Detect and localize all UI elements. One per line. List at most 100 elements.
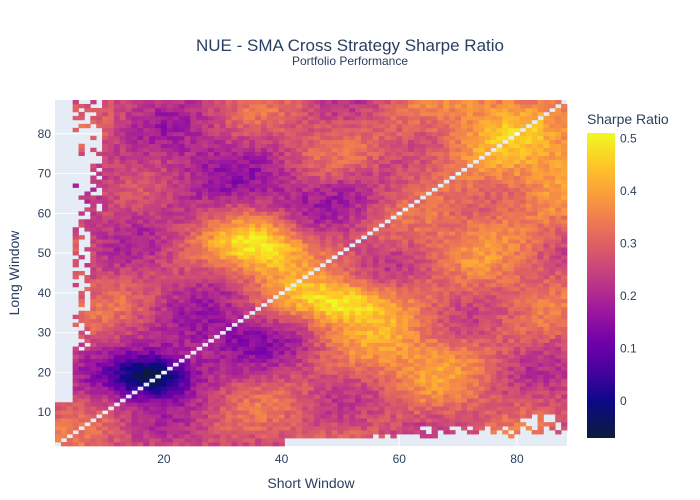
heatmap-cell — [137, 314, 144, 320]
heatmap-cell — [413, 163, 421, 168]
heatmap-cell — [266, 183, 274, 188]
heatmap-cell — [72, 183, 79, 188]
heatmap-cell — [278, 100, 285, 105]
heatmap-cell — [402, 342, 409, 347]
heatmap-cell — [213, 370, 221, 375]
heatmap-cell — [102, 203, 109, 208]
heatmap-cell — [325, 163, 332, 168]
heatmap-cell — [308, 251, 315, 256]
heatmap-cell — [272, 203, 279, 208]
heatmap-cell — [231, 103, 238, 109]
heatmap-cell — [396, 294, 403, 300]
heatmap-cell — [419, 143, 427, 149]
heatmap-cell — [231, 135, 238, 141]
heatmap-cell — [96, 418, 103, 423]
heatmap-cell — [72, 394, 79, 399]
heatmap-cell — [284, 227, 291, 232]
heatmap-cell — [196, 123, 203, 129]
heatmap-cell — [137, 362, 144, 367]
heatmap-cell — [266, 318, 274, 324]
heatmap-cell — [125, 171, 132, 176]
heatmap-cell — [408, 251, 415, 256]
heatmap-cell — [190, 418, 197, 423]
heatmap-cell — [113, 163, 121, 168]
heatmap-cell — [278, 394, 285, 399]
heatmap-cell — [131, 290, 138, 296]
heatmap-cell — [137, 338, 144, 343]
heatmap-cell — [361, 151, 368, 157]
heatmap-cell — [413, 127, 421, 133]
heatmap-cell — [343, 378, 350, 383]
heatmap-cell — [184, 223, 191, 228]
heatmap-cell — [143, 131, 150, 137]
heatmap-cell — [184, 434, 191, 439]
heatmap-cell — [255, 442, 262, 447]
heatmap-cell — [55, 438, 62, 443]
heatmap-cell — [84, 358, 91, 363]
heatmap-cell — [137, 434, 144, 439]
heatmap-cell — [361, 314, 368, 320]
heatmap-cell — [113, 366, 121, 371]
heatmap-cell — [260, 159, 268, 164]
heatmap-cell — [131, 334, 138, 339]
heatmap-cell — [202, 322, 209, 328]
heatmap-cell — [249, 255, 256, 260]
heatmap-cell — [131, 442, 138, 447]
heatmap-cell — [384, 247, 391, 252]
heatmap-cell — [213, 223, 221, 228]
heatmap-cell — [178, 107, 185, 113]
heatmap-cell — [243, 271, 250, 276]
heatmap-cell — [190, 302, 197, 308]
heatmap-cell — [296, 263, 303, 268]
heatmap-cell — [343, 187, 350, 192]
heatmap-cell — [84, 123, 91, 129]
heatmap-cell — [419, 247, 427, 252]
heatmap-cell — [190, 314, 197, 320]
heatmap-cell — [202, 127, 209, 133]
heatmap-cell — [361, 155, 368, 161]
heatmap-cell — [96, 410, 103, 415]
heatmap-cell — [178, 147, 185, 153]
heatmap-cell — [219, 438, 227, 443]
heatmap-cell — [184, 422, 191, 427]
heatmap-cell — [137, 191, 144, 196]
heatmap-cell — [160, 107, 168, 113]
heatmap-cell — [131, 394, 138, 399]
heatmap-cell — [396, 322, 403, 328]
heatmap-cell — [131, 100, 138, 105]
heatmap-cell — [166, 231, 174, 236]
heatmap-cell — [325, 231, 332, 236]
heatmap-cell — [172, 338, 179, 343]
heatmap-cell — [219, 239, 227, 244]
heatmap-cell — [143, 350, 150, 355]
heatmap-cell — [308, 179, 315, 184]
heatmap-cell — [349, 179, 356, 184]
heatmap-cell — [290, 322, 297, 328]
heatmap-cell — [202, 430, 209, 435]
heatmap-cell — [231, 191, 238, 196]
heatmap-cell — [331, 271, 338, 276]
heatmap-cell — [208, 274, 215, 280]
heatmap-cell — [349, 203, 356, 208]
heatmap-cell — [255, 278, 262, 284]
heatmap-cell — [308, 370, 315, 375]
heatmap-cell — [272, 243, 279, 248]
heatmap-cell — [408, 274, 415, 280]
heatmap-cell — [384, 406, 391, 411]
heatmap-cell — [302, 139, 309, 145]
heatmap-cell — [149, 314, 156, 320]
heatmap-cell — [319, 151, 327, 157]
heatmap-cell — [137, 147, 144, 153]
heatmap-cell — [190, 259, 197, 264]
heatmap-cell — [296, 159, 303, 164]
heatmap-cell — [408, 195, 415, 200]
heatmap-cell — [213, 235, 221, 240]
heatmap-cell — [155, 330, 162, 335]
heatmap-cell — [296, 358, 303, 363]
heatmap-cell — [378, 370, 385, 375]
heatmap-cell — [419, 119, 427, 125]
heatmap-cell — [96, 442, 103, 447]
heatmap-cell — [208, 430, 215, 435]
heatmap-cell — [102, 107, 109, 113]
heatmap-cell — [419, 235, 427, 240]
